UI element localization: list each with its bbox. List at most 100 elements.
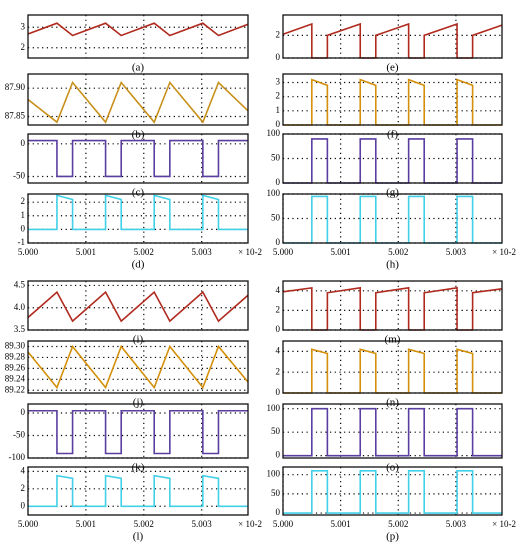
subplot-caption: (h) — [386, 259, 399, 271]
x-tick-label: 5.001 — [331, 247, 351, 257]
line — [283, 138, 502, 184]
x-tick-label: 5.003 — [446, 247, 467, 257]
x-tick-label: 5.002 — [388, 247, 408, 257]
y-tick-label: 50 — [271, 426, 281, 436]
line — [283, 470, 502, 514]
y-tick-label: 2 — [21, 483, 26, 493]
x-axis-label: × 10-2 — [238, 247, 262, 257]
y-tick-label: 89.22 — [5, 384, 25, 394]
y-tick-label: 0 — [276, 52, 281, 62]
plot-frame — [27, 280, 249, 331]
x-tick-label: 5.002 — [388, 519, 408, 529]
plot-frame — [282, 403, 503, 459]
subplot-caption: (c) — [132, 187, 145, 199]
x-tick-label: 5.000 — [18, 519, 39, 529]
line — [27, 80, 249, 124]
y-tick-label: 3 — [276, 77, 281, 87]
subplot-caption: (m) — [385, 334, 401, 346]
plot-frame — [27, 466, 249, 516]
x-axis-label: × 10-2 — [492, 247, 516, 257]
subplot-caption: (e) — [386, 62, 399, 74]
x-tick-label: 5.003 — [446, 519, 467, 529]
y-tick-label: 1 — [21, 210, 26, 220]
x-tick-label: 5.002 — [134, 247, 154, 257]
subplot-caption: (d) — [132, 259, 145, 271]
y-tick-label: 2 — [21, 196, 26, 206]
y-tick-label: 0 — [276, 324, 281, 334]
plot-frame — [27, 403, 249, 459]
y-tick-label: 100 — [267, 469, 281, 479]
x-tick-label: 5.002 — [134, 519, 154, 529]
y-tick-label: 89.30 — [5, 341, 26, 351]
x-tick-label: 5.001 — [76, 247, 96, 257]
y-tick-label: 0 — [21, 138, 26, 148]
y-tick-label: 4 — [276, 285, 281, 295]
subplot-caption: (p) — [386, 531, 399, 543]
plot-frame — [282, 280, 503, 331]
line — [283, 78, 502, 126]
plot-frame — [282, 466, 503, 516]
subplot-caption: (l) — [133, 531, 144, 543]
y-tick-label: -1 — [18, 237, 26, 247]
y-tick-label: 50 — [271, 213, 281, 223]
line — [282, 22, 503, 59]
x-tick-label: 5.001 — [76, 519, 96, 529]
y-tick-label: -100 — [9, 452, 26, 462]
line — [283, 348, 502, 394]
y-tick-label: 0 — [276, 237, 281, 247]
x-tick-label: 5.003 — [192, 247, 213, 257]
y-tick-label: 0 — [276, 177, 281, 187]
y-tick-label: 2 — [276, 304, 281, 314]
y-tick-label: -50 — [13, 430, 25, 440]
line — [28, 474, 248, 508]
y-tick-label: 0 — [276, 450, 281, 460]
y-tick-label: 100 — [267, 128, 281, 138]
subplot-caption: (g) — [386, 187, 399, 199]
plot-frame — [282, 73, 503, 126]
y-tick-label: 89.28 — [5, 351, 26, 361]
y-tick-label: 2 — [276, 91, 281, 101]
x-axis-label: × 10-2 — [492, 519, 516, 529]
y-tick-label: 3 — [21, 21, 26, 31]
subplot-caption: (i) — [133, 334, 144, 346]
y-tick-label: 4.0 — [14, 302, 26, 312]
x-tick-label: 5.003 — [192, 519, 213, 529]
y-tick-label: 4 — [21, 465, 26, 475]
line — [283, 195, 502, 244]
plot-frame — [27, 133, 249, 184]
x-tick-label: 5.000 — [273, 519, 294, 529]
y-tick-label: 89.24 — [5, 373, 26, 383]
y-tick-label: 100 — [267, 403, 281, 413]
y-tick-label: 50 — [271, 153, 281, 163]
y-tick-label: 0 — [276, 387, 281, 397]
y-tick-label: 4 — [276, 345, 281, 355]
y-tick-label: 0 — [21, 407, 26, 417]
line — [27, 290, 249, 323]
x-tick-label: 5.001 — [331, 519, 351, 529]
y-tick-label: 0 — [276, 507, 281, 517]
y-tick-label: 0 — [21, 500, 26, 510]
y-tick-label: 100 — [267, 188, 281, 198]
y-tick-label: 0 — [276, 119, 281, 129]
y-tick-label: 89.26 — [5, 362, 26, 372]
plot-frame — [27, 73, 249, 126]
line — [283, 407, 502, 457]
line — [28, 409, 248, 455]
subplot-caption: (j) — [133, 397, 144, 409]
line — [28, 139, 248, 178]
subplot-caption: (a) — [132, 62, 145, 74]
plot-frame — [282, 14, 503, 59]
line — [27, 344, 249, 390]
line — [27, 22, 249, 37]
line — [28, 194, 248, 231]
plot-frame — [27, 193, 249, 244]
line — [282, 286, 503, 331]
y-tick-label: 87.85 — [5, 111, 26, 121]
plot-frame — [282, 340, 503, 394]
y-tick-label: 2 — [276, 29, 281, 39]
y-tick-label: 3.5 — [14, 324, 26, 334]
y-tick-label: 1 — [276, 105, 281, 115]
x-axis-label: × 10-2 — [238, 519, 262, 529]
plot-frame — [282, 133, 503, 184]
